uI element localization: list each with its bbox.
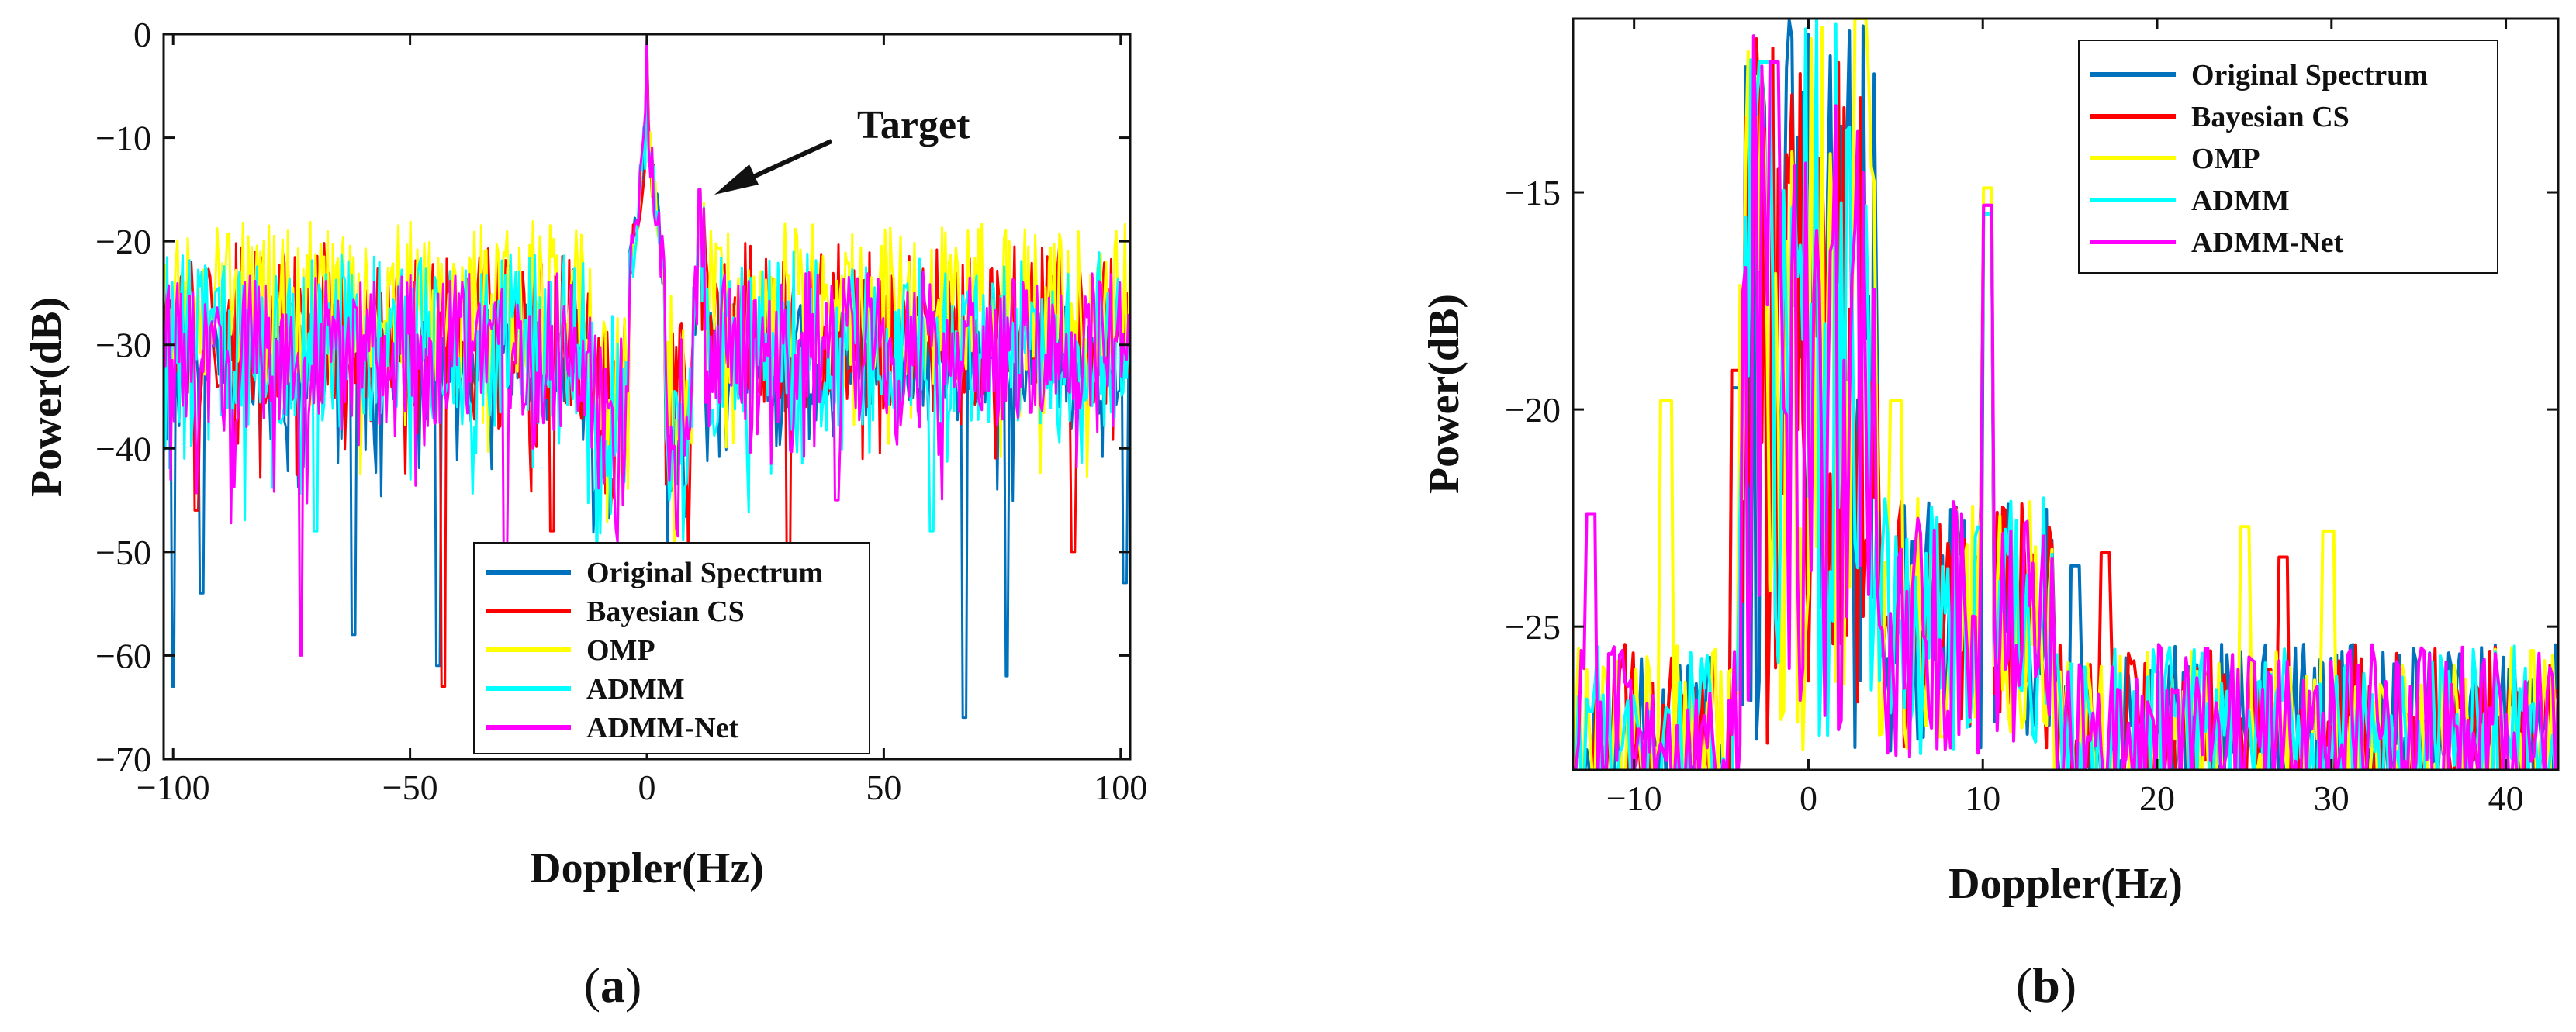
caption-b: (b): [2016, 958, 2076, 1013]
panel-a-x-axis-label: Doppler(Hz): [530, 844, 764, 892]
legend-entry-label: ADMM-Net: [2191, 226, 2344, 259]
panel-b-legend: Original Spectrum Bayesian CS OMP ADMM ADMM-…: [2078, 40, 2498, 274]
x-tick-label: 30: [2314, 778, 2350, 818]
panel-b-chart: −10 0 10 20 30 40 −15 −20 −25 Doppler(Hz) Power…: [1420, 17, 2560, 908]
x-tick-label: 100: [1094, 768, 1147, 807]
panel-a-legend: Original Spectrum Bayesian CS OMP ADMM ADMM-…: [473, 542, 870, 754]
y-tick-label: 0: [133, 15, 151, 54]
x-tick-label: 10: [1965, 778, 2000, 818]
y-tick-label: −70: [95, 740, 151, 779]
panel-a-chart: −100 −50 0 50 100 0 −10 −20 −30 −40 −50 −60 −70 Dop…: [22, 15, 1147, 892]
panel-b-y-axis-label: Power(dB): [1420, 294, 1468, 494]
panel-a-y-ticks: 0 −10 −20 −30 −40 −50 −60 −70: [95, 15, 1130, 779]
panel-b-plot-frame: [1572, 17, 2560, 771]
y-tick-label: −60: [95, 636, 151, 675]
series-line-admm-net: [1574, 34, 2558, 770]
x-tick-label: 50: [866, 768, 901, 807]
x-tick-label: 40: [2488, 778, 2524, 818]
y-tick-label: −25: [1505, 607, 1561, 647]
y-tick-label: −20: [1505, 390, 1561, 430]
legend-entry-label: ADMM-Net: [586, 712, 739, 744]
panel-a-x-ticks: −100 −50 0 50 100: [137, 34, 1147, 807]
panel-b-x-axis-label: Doppler(Hz): [1948, 860, 2183, 908]
legend-entry-label: OMP: [2191, 143, 2260, 175]
panel-b-y-ticks: −15 −20 −25: [1505, 173, 2558, 647]
panel-a-y-axis-label: Power(dB): [22, 297, 71, 497]
caption-a-close: ): [625, 958, 641, 1013]
legend-entry-label: ADMM: [2191, 185, 2290, 217]
caption-a-letter: a: [600, 958, 625, 1013]
caption-b-close: ): [2060, 958, 2076, 1013]
x-tick-label: 20: [2139, 778, 2175, 818]
x-tick-label: −10: [1606, 778, 1662, 818]
y-tick-label: −20: [95, 222, 151, 261]
y-tick-label: −30: [95, 326, 151, 365]
target-arrow-head: [714, 164, 759, 195]
panel-b-x-ticks: −10 0 10 20 30 40: [1606, 19, 2524, 818]
legend-entry-label: ADMM: [586, 673, 685, 706]
x-tick-label: −100: [137, 768, 210, 807]
y-tick-label: −15: [1505, 173, 1561, 212]
legend-entry-label: Original Spectrum: [586, 557, 823, 589]
panel-a-legend-box: [473, 542, 870, 754]
target-arrow-line: [742, 139, 833, 184]
caption-a: (a): [584, 958, 642, 1013]
panel-a-target-annotation: Target: [714, 103, 970, 195]
target-annotation-label: Target: [857, 103, 970, 147]
x-tick-label: −50: [382, 768, 438, 807]
legend-entry-label: Original Spectrum: [2191, 59, 2428, 91]
panel-a-plot-lines: [164, 34, 1130, 720]
series-line-admm-net: [164, 34, 1130, 657]
y-tick-label: −40: [95, 429, 151, 468]
y-tick-label: −10: [95, 119, 151, 158]
x-tick-label: 0: [1800, 778, 1817, 818]
caption-a-open: (: [584, 958, 600, 1013]
caption-b-open: (: [2016, 958, 2032, 1013]
y-tick-label: −50: [95, 533, 151, 572]
panel-b-plot-lines: [1573, 19, 2558, 770]
legend-entry-label: Bayesian CS: [2191, 101, 2350, 133]
legend-entry-label: OMP: [586, 634, 655, 667]
legend-entry-label: Bayesian CS: [586, 595, 745, 628]
caption-b-letter: b: [2032, 958, 2060, 1013]
x-tick-label: 0: [638, 768, 656, 807]
